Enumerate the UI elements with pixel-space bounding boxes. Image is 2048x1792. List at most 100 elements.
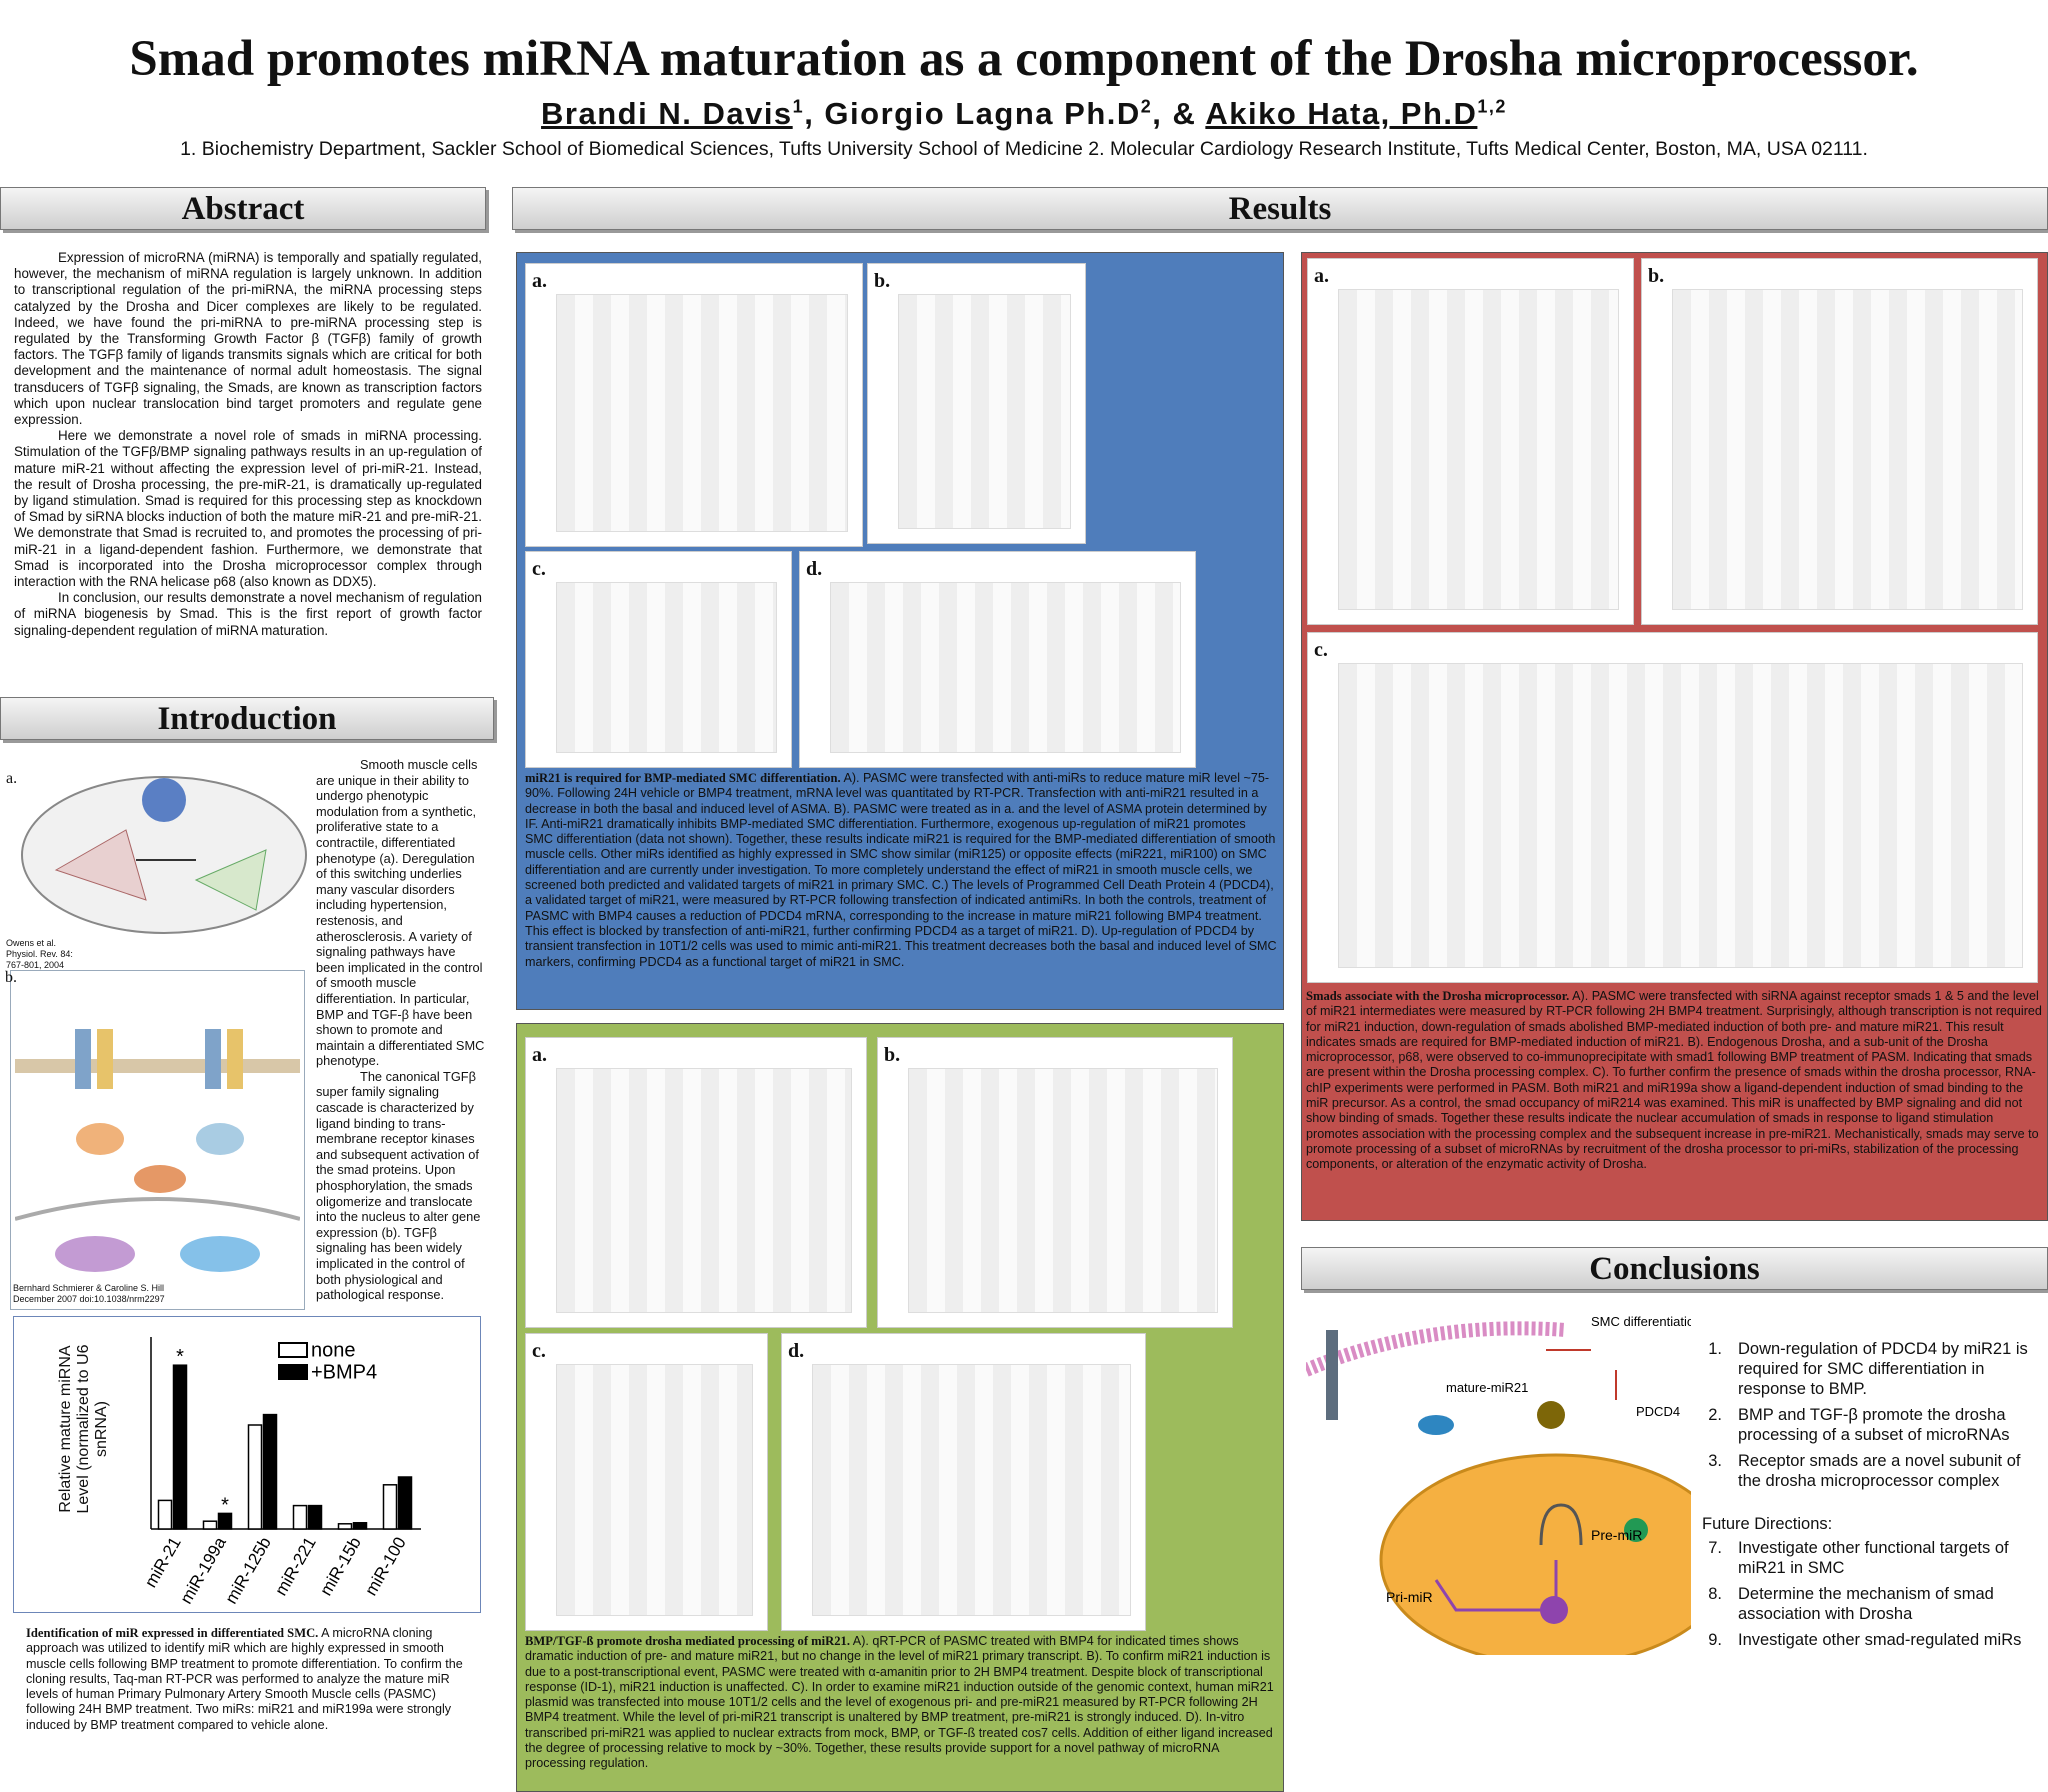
x-tick-label: miR-125b [222,1534,275,1607]
list-item: 2. BMP and TGF-β promote the drosha proce… [1702,1405,2042,1445]
list-item: 7. Investigate other functional targets o… [1702,1538,2042,1578]
figure: a. [525,263,863,547]
author-sup: 2 [1140,96,1153,117]
author-sup: 1,2 [1477,96,1507,117]
section-header: Introduction [0,697,494,740]
author: Brandi N. Davis [541,96,793,131]
caption-lead: miR21 is required for BMP-mediated SMC d… [525,771,841,785]
item-number: 2. [1708,1406,1722,1424]
x-tick-label: miR-100 [361,1534,410,1599]
figure: a. [1307,258,1634,625]
figure: b. [877,1037,1233,1328]
figure-label: a. [1314,265,1329,287]
poster-title: Smad promotes miRNA maturation as a comp… [129,31,1919,87]
caption: miR21 is required for BMP-mediated SMC d… [525,771,1277,970]
figure-label: c. [1314,639,1328,661]
item-number: 3. [1708,1452,1722,1470]
annotation: * [176,1346,184,1368]
section-header: Abstract [0,187,486,230]
bar [397,1476,413,1530]
figure: b. [867,263,1086,544]
bar [382,1484,398,1530]
bar [172,1364,188,1530]
bar [217,1512,233,1530]
legend-label: +BMP4 [311,1361,377,1383]
list-item: 8. Determine the mechanism of smad associ… [1702,1584,2042,1624]
chart-panel: Relative mature miRNA Level (normalized … [13,1316,481,1613]
bar [292,1504,308,1530]
figure-credit: Owens et al. Physiol. Rev. 84: 767-801, … [6,938,73,970]
item-text: Investigate other smad-regulated miRs [1738,1631,2022,1649]
list-item: 3. Receptor smads are a novel subunit of … [1702,1451,2042,1491]
figure-label: d. [788,1340,805,1362]
x-tick-label: miR-21 [141,1534,185,1591]
section-header: Conclusions [1301,1247,2048,1290]
future-heading: Future Directions: [1702,1515,1833,1533]
figure-text: Pre-miR [1591,1527,1642,1543]
figure: c. [525,551,792,768]
figure-image [556,1364,753,1616]
item-text: Down-regulation of PDCD4 by miR21 is req… [1738,1340,2028,1398]
paragraph: Smooth muscle cells are unique in their … [316,757,485,1069]
figure-image [830,582,1181,753]
item-text: Receptor smads are a novel subunit of th… [1738,1452,2021,1490]
bar [262,1413,278,1530]
item-number: 8. [1708,1585,1722,1603]
figure-credit: Bernhard Schmierer & Caroline S. Hill De… [13,1283,165,1304]
affiliations: 1. Biochemistry Department, Sackler Scho… [180,138,1868,160]
figure-label: a. [532,1044,547,1066]
legend-swatch [278,1364,308,1380]
bar [307,1504,323,1530]
authors: Brandi N. Davis1, Giorgio Lagna Ph.D2, &… [0,96,2048,132]
bar [337,1523,353,1530]
figure-image [1338,663,2023,968]
item-text: Determine the mechanism of smad associat… [1738,1585,1994,1623]
list-item: 9. Investigate other smad-regulated miRs [1702,1630,2042,1650]
item-text: BMP and TGF-β promote the drosha process… [1738,1406,2010,1444]
figure-label: b. [874,270,891,292]
figure-label: c. [532,1340,546,1362]
conclusion-list: 1. Down-regulation of PDCD4 by miR21 is r… [1702,1339,2042,1656]
item-number: 9. [1708,1631,1722,1649]
paragraph: Here we demonstrate a novel role of smad… [14,428,482,590]
figure-image [556,582,777,753]
caption: BMP/TGF-ß promote drosha mediated proces… [525,1634,1277,1772]
author: Akiko Hata, Ph.D [1205,96,1478,131]
section-header: Results [512,187,2048,230]
figure-label: b. [5,969,17,986]
caption-text: A). PASMC were transfected with anti-miR… [525,771,1277,969]
caption: Smads associate with the Drosha micropro… [1306,989,2044,1173]
caption-lead: Identification of miR expressed in diffe… [26,1626,319,1640]
separator: , [804,96,825,131]
figure-label: a. [532,270,547,292]
separator: , & [1152,96,1206,131]
caption-lead: BMP/TGF-ß promote drosha mediated proces… [525,1634,850,1648]
results-panel-green: a. b. c. d. BMP/TGF-ß promote drosha mediat… [516,1023,1284,1792]
paragraph: Expression of microRNA (miRNA) is tempor… [14,250,482,428]
figure-text: mature-miR21 [1446,1380,1528,1395]
figure-image [556,294,848,532]
list-item: 1. Down-regulation of PDCD4 by miR21 is r… [1702,1339,2042,1399]
figure-image [15,1029,300,1272]
bar [202,1520,218,1530]
figure-label: c. [532,558,546,580]
caption-text: A). qRT-PCR of PASMC treated with BMP4 f… [525,1634,1274,1771]
bar [247,1424,263,1530]
x-tick-label: miR-221 [271,1534,320,1599]
conclusion-figure: SMC differentiation mature-miR21 PDCD4 P… [1306,1314,1691,1655]
legend-label: none [311,1339,356,1361]
intro-text: Smooth muscle cells are unique in their … [316,757,486,1303]
figure: a. Owens et al. Physiol. Rev. 84: 767-80… [6,760,312,970]
item-number: 1. [1708,1340,1722,1358]
figure-image [556,1068,852,1313]
figure: d. [781,1333,1146,1631]
legend-swatch [278,1342,308,1358]
paragraph: In conclusion, our results demonstrate a… [14,590,482,638]
figure: a. [525,1037,867,1328]
figure-image [812,1364,1131,1616]
figure-text: PDCD4 [1636,1404,1680,1419]
figure-label: b. [1648,265,1665,287]
figure: b. Bernhard Schmierer & Caroline S. Hill… [5,969,305,1310]
figure: c. [1307,632,2038,983]
